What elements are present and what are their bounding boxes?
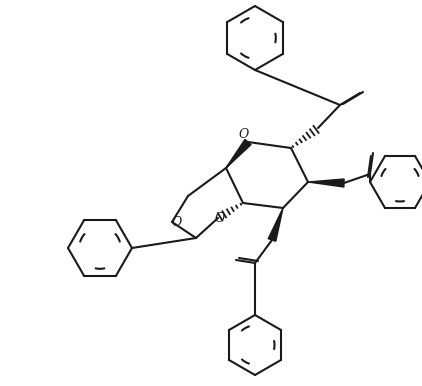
Text: O: O [172,217,182,230]
Polygon shape [268,208,283,241]
Text: O: O [215,213,225,225]
Text: O: O [239,129,249,142]
Polygon shape [226,139,251,168]
Polygon shape [308,179,344,187]
